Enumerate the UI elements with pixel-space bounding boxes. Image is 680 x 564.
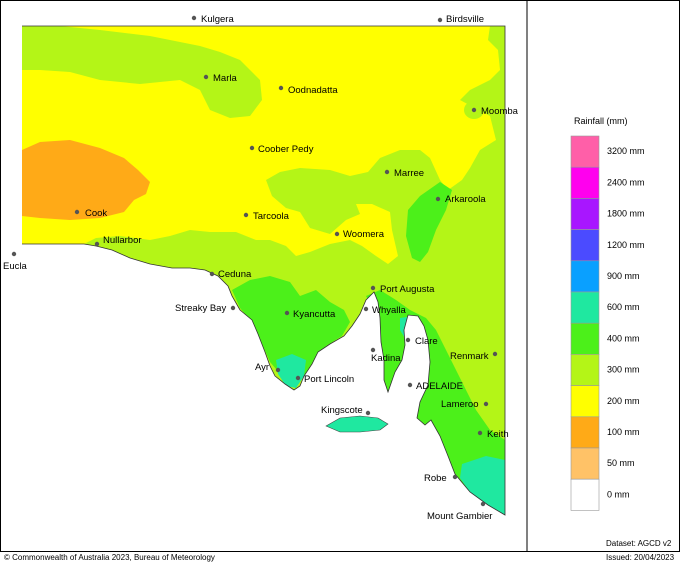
zone-eyre-400 [232, 276, 350, 386]
kadina-marker [370, 347, 376, 353]
kyancutta-label: Kyancutta [293, 309, 336, 320]
eucla-marker [11, 251, 17, 257]
issued-date: Issued: 20/04/2023 [606, 553, 675, 562]
legend-label: 0 mm [607, 489, 630, 499]
legend: Rainfall (mm) 3200 mm 2400 mm 1800 mm 1200 … [570, 116, 645, 511]
kingscote-marker [365, 410, 371, 416]
legend-label: 300 mm [607, 365, 640, 375]
zone-flinders-400 [406, 182, 452, 262]
birdsville-marker [437, 17, 443, 23]
legend-swatch [570, 166, 600, 199]
legend-swatch [570, 354, 600, 386]
legend-swatch [570, 385, 600, 418]
streaky-bay-label: Streaky Bay [175, 303, 226, 314]
moomba-marker [471, 107, 477, 113]
zone-100mm [22, 140, 150, 220]
legend-label: 600 mm [607, 302, 640, 312]
woomera-label: Woomera [343, 229, 385, 240]
zone-southeast-600 [460, 456, 505, 515]
legend-label: 3200 mm [607, 146, 645, 156]
legend-swatch [570, 478, 600, 511]
place-labels: Kulgera Birdsville Marla Oodnadatta Moomba Co… [3, 14, 519, 522]
legend-swatch [570, 416, 600, 449]
legend-label: 50 mm [607, 458, 635, 468]
kadina-label: Kadina [371, 353, 401, 364]
legend-label: 200 mm [607, 396, 640, 406]
oodnadatta-marker [278, 85, 284, 91]
robe-marker [452, 474, 458, 480]
lameroo-marker [483, 401, 489, 407]
whyalla-label: Whyalla [372, 305, 407, 316]
coober-pedy-marker [249, 145, 255, 151]
oodnadatta-label: Oodnadatta [288, 85, 338, 96]
port-augusta-label: Port Augusta [380, 284, 435, 295]
legend-label: 100 mm [607, 427, 640, 437]
legend-swatch [570, 447, 600, 480]
legend-swatch [570, 260, 600, 293]
legend-swatch [570, 229, 600, 262]
coastline [22, 25, 506, 516]
legend-label: 2400 mm [607, 177, 645, 187]
legend-swatch [570, 198, 600, 230]
coober-pedy-label: Coober Pedy [258, 144, 314, 155]
kangaroo-island [325, 415, 389, 433]
arkaroola-marker [435, 196, 441, 202]
ceduna-label: Ceduna [218, 269, 252, 280]
copyright-notice: © Commonwealth of Australia 2023, Bureau… [4, 553, 215, 562]
legend-title: Rainfall (mm) [574, 116, 628, 126]
legend-label: 1800 mm [607, 209, 645, 219]
tarcoola-marker [243, 212, 249, 218]
port-augusta-marker [370, 285, 376, 291]
eucla-label: Eucla [3, 261, 27, 272]
birdsville-label: Birdsville [446, 14, 484, 25]
zone-southeast-400 [366, 290, 505, 515]
kulgera-marker [191, 15, 197, 21]
kulgera-label: Kulgera [201, 14, 234, 25]
whyalla-marker [363, 306, 369, 312]
kingscote-label: Kingscote [321, 405, 363, 416]
tarcoola-label: Tarcoola [253, 211, 290, 222]
clare-label: Clare [415, 336, 438, 347]
kyancutta-marker [284, 310, 290, 316]
port-lincoln-label: Port Lincoln [304, 374, 354, 385]
marla-label: Marla [213, 73, 237, 84]
robe-label: Robe [424, 473, 447, 484]
legend-swatch [570, 135, 600, 168]
dataset-label: Dataset: AGCD v2 [606, 539, 672, 548]
keith-marker [477, 430, 483, 436]
woomera-marker [334, 231, 340, 237]
ayr-label: Ayr [255, 362, 269, 373]
legend-bins: 3200 mm 2400 mm 1800 mm 1200 mm 900 mm 600 mm… [570, 135, 645, 511]
legend-label: 900 mm [607, 271, 640, 281]
nullarbor-label: Nullarbor [103, 235, 142, 246]
moomba-label: Moomba [481, 106, 519, 117]
streaky-bay-marker [230, 305, 236, 311]
renmark-label: Renmark [450, 351, 489, 362]
marree-label: Marree [394, 168, 424, 179]
adelaide-label: ADELAIDE [416, 381, 463, 392]
port-lincoln-marker [295, 375, 301, 381]
mount-gambier-label: Mount Gambier [427, 511, 492, 522]
lameroo-label: Lameroo [441, 399, 479, 410]
arkaroola-label: Arkaroola [445, 194, 486, 205]
marla-marker [203, 74, 209, 80]
adelaide-marker [407, 382, 413, 388]
legend-label: 400 mm [607, 333, 640, 343]
ceduna-marker [209, 271, 215, 277]
keith-label: Keith [487, 429, 509, 440]
nullarbor-marker [94, 241, 100, 247]
renmark-marker [492, 351, 498, 357]
marree-marker [384, 169, 390, 175]
cook-label: Cook [85, 208, 107, 219]
cook-marker [74, 209, 80, 215]
ayr-marker [275, 367, 281, 373]
zone-200mm [22, 26, 500, 264]
legend-swatch [570, 291, 600, 324]
mount-gambier-marker [480, 501, 486, 507]
legend-label: 1200 mm [607, 240, 645, 250]
legend-swatch [570, 322, 600, 355]
clare-marker [405, 337, 411, 343]
